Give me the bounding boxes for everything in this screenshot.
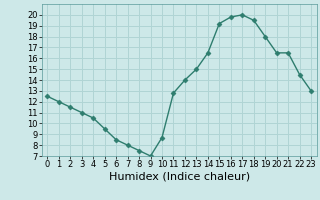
X-axis label: Humidex (Indice chaleur): Humidex (Indice chaleur) — [108, 172, 250, 182]
